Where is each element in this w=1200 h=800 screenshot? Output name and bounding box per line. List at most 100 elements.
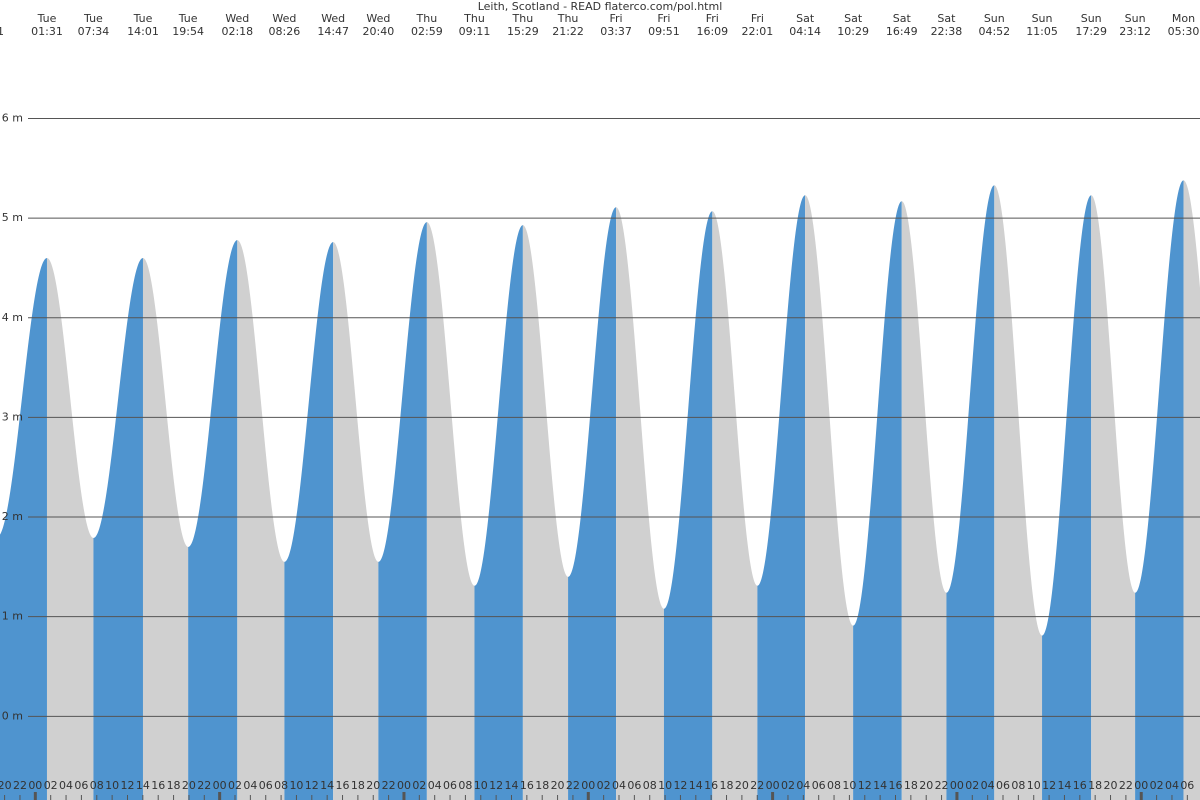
x-tick-label: 00	[28, 779, 42, 792]
x-tick-label: 14	[873, 779, 887, 792]
time-label: 09:11	[459, 25, 491, 38]
day-label: Thu	[463, 12, 485, 25]
x-tick-label: 00	[213, 779, 227, 792]
x-tick-label: 08	[1011, 779, 1025, 792]
x-tick-label: 10	[658, 779, 672, 792]
tide-area	[426, 222, 475, 800]
x-tick-label: 06	[996, 779, 1010, 792]
x-tick-label: 00	[1134, 779, 1148, 792]
tide-area	[568, 207, 617, 800]
x-tick-label: 06	[812, 779, 826, 792]
day-label: Wed	[272, 12, 296, 25]
tide-area	[712, 211, 758, 800]
x-tick-label: 14	[1057, 779, 1071, 792]
day-label: Wed	[366, 12, 390, 25]
time-label: 08:26	[269, 25, 301, 38]
y-tick-label: 0 m	[2, 709, 23, 722]
y-tick-label: 2 m	[2, 510, 23, 523]
x-tick-label: 22	[13, 779, 27, 792]
x-tick-label: 06	[74, 779, 88, 792]
x-tick-label: 00	[766, 779, 780, 792]
x-tick-label: 08	[643, 779, 657, 792]
time-label: 21:22	[552, 25, 584, 38]
x-tick-label: 22	[935, 779, 949, 792]
day-label: Fri	[610, 12, 623, 25]
day-label: Thu	[512, 12, 534, 25]
x-tick-label: 16	[151, 779, 165, 792]
x-tick-label: 20	[0, 779, 12, 792]
day-label: Sun	[984, 12, 1005, 25]
tide-area-edge	[1183, 180, 1200, 800]
x-tick-label: 04	[59, 779, 73, 792]
x-tick-label: 22	[382, 779, 396, 792]
x-tick-label: 20	[551, 779, 565, 792]
time-label: 05:30	[1168, 25, 1200, 38]
x-tick-label: 02	[965, 779, 979, 792]
x-tick-label: 16	[704, 779, 718, 792]
tide-area	[237, 240, 285, 800]
x-tick-label: 22	[750, 779, 764, 792]
x-tick-label: 04	[612, 779, 626, 792]
day-label: Fri	[657, 12, 670, 25]
x-tick-label: 20	[919, 779, 933, 792]
tide-area	[994, 185, 1043, 800]
time-label: 07:34	[78, 25, 110, 38]
x-tick-label: 06	[1180, 779, 1194, 792]
day-label: n	[0, 12, 1, 25]
tide-area	[378, 222, 427, 800]
day-label: Fri	[706, 12, 719, 25]
x-tick-label: 08	[90, 779, 104, 792]
time-label: 23:12	[1119, 25, 1151, 38]
day-label: Sat	[893, 12, 912, 25]
day-label: Fri	[751, 12, 764, 25]
time-label: 22:01	[742, 25, 774, 38]
x-tick-label: 04	[981, 779, 995, 792]
x-tick-label: 12	[305, 779, 319, 792]
x-tick-label: 02	[597, 779, 611, 792]
x-tick-label: 08	[458, 779, 472, 792]
time-label: 16:09	[696, 25, 728, 38]
tide-area	[805, 195, 854, 800]
tide-area	[0, 258, 47, 800]
time-label: 22:38	[931, 25, 963, 38]
day-label: Wed	[225, 12, 249, 25]
x-tick-label: 12	[120, 779, 134, 792]
time-label: 01:31	[31, 25, 63, 38]
x-tick-label: 10	[1027, 779, 1041, 792]
x-tick-label: 02	[781, 779, 795, 792]
x-tick-label: 20	[735, 779, 749, 792]
tide-area	[522, 225, 569, 800]
time-label: 09:51	[648, 25, 680, 38]
day-label: Sun	[1032, 12, 1053, 25]
x-tick-label: 18	[351, 779, 365, 792]
day-label: Thu	[416, 12, 438, 25]
tide-area	[901, 201, 947, 800]
tide-area	[142, 258, 189, 800]
x-tick-label: 06	[627, 779, 641, 792]
x-tick-label: 14	[504, 779, 518, 792]
y-tick-label: 3 m	[2, 410, 23, 423]
tide-area	[46, 258, 94, 800]
x-tick-label: 06	[443, 779, 457, 792]
x-tick-label: 12	[1042, 779, 1056, 792]
x-tick-label: 14	[320, 779, 334, 792]
time-label: 16:49	[886, 25, 918, 38]
tide-area	[1135, 180, 1184, 800]
x-tick-label: 00	[397, 779, 411, 792]
time-label: 01	[0, 25, 4, 38]
time-label: 10:29	[837, 25, 869, 38]
x-tick-label: 18	[167, 779, 181, 792]
day-label: Sat	[844, 12, 863, 25]
x-tick-label: 10	[474, 779, 488, 792]
x-tick-label: 12	[858, 779, 872, 792]
time-label: 19:54	[172, 25, 204, 38]
x-tick-label: 04	[243, 779, 257, 792]
day-label: Sat	[796, 12, 815, 25]
tide-area	[333, 242, 379, 800]
time-label: 20:40	[363, 25, 395, 38]
x-tick-label: 16	[1073, 779, 1087, 792]
time-label: 02:18	[221, 25, 253, 38]
x-tick-label: 08	[274, 779, 288, 792]
tide-area	[1042, 195, 1092, 800]
time-label: 02:59	[411, 25, 443, 38]
